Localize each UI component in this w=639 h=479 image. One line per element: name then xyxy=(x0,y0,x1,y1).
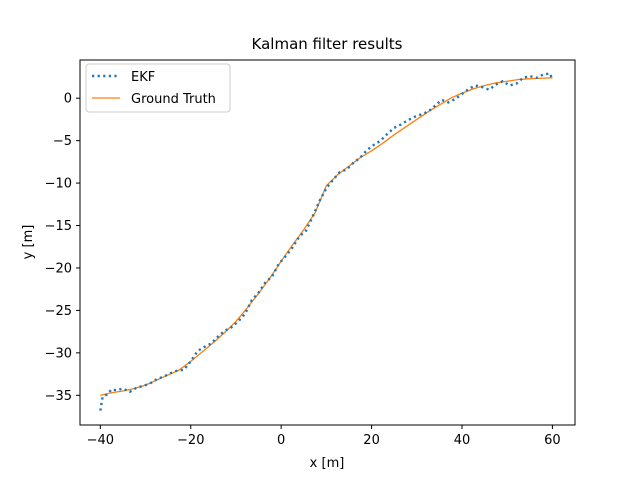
y-tick-label: −15 xyxy=(45,219,72,234)
y-axis: −35 −30 −25 −20 −15 −10 −5 0 xyxy=(45,92,80,404)
x-tick-label: 60 xyxy=(544,433,561,448)
y-tick-label: 0 xyxy=(64,92,72,107)
legend-ground-truth-label: Ground Truth xyxy=(131,92,216,107)
plot-area xyxy=(99,72,554,411)
series-ekf-line xyxy=(99,72,554,411)
series-ground-truth-line xyxy=(100,77,553,396)
legend: EKF Ground Truth xyxy=(85,63,231,113)
y-tick-label: −10 xyxy=(45,177,72,192)
x-tick-label: −20 xyxy=(177,433,204,448)
chart-title: Kalman filter results xyxy=(252,35,403,53)
y-tick-label: −20 xyxy=(45,261,72,276)
y-axis-label: y [m] xyxy=(21,225,36,260)
x-axis: −40 −20 0 20 40 60 xyxy=(87,425,561,448)
y-tick-label: −30 xyxy=(45,346,72,361)
y-tick-label: −25 xyxy=(45,304,72,319)
plot-frame xyxy=(79,59,576,426)
x-tick-label: 20 xyxy=(363,433,380,448)
y-tick-label: −35 xyxy=(45,389,72,404)
legend-ekf-label: EKF xyxy=(131,70,155,85)
y-tick-label: −5 xyxy=(53,134,72,149)
x-tick-label: 40 xyxy=(454,433,471,448)
x-tick-label: −40 xyxy=(87,433,114,448)
legend-box xyxy=(85,63,231,113)
x-tick-label: 0 xyxy=(277,433,285,448)
x-axis-label: x [m] xyxy=(310,456,345,471)
